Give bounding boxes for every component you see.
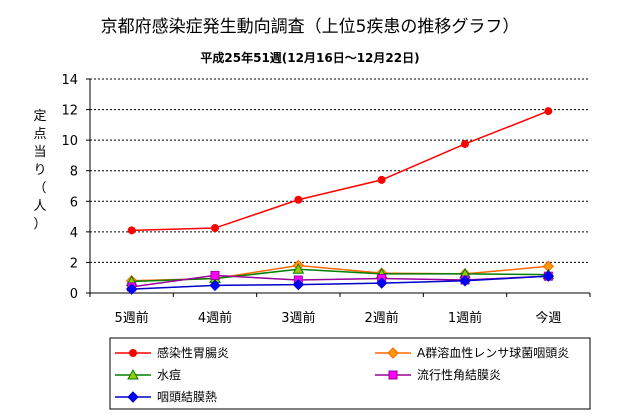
series-line [131, 275, 549, 290]
y-axis-label-char: り [33, 163, 46, 178]
series-1 [127, 107, 553, 235]
legend-box [109, 337, 591, 410]
legend-label: 流行性角結膜炎 [417, 368, 501, 382]
y-tick-label: 6 [70, 195, 78, 210]
y-tick-label: 10 [61, 134, 78, 149]
data-point [461, 139, 469, 148]
legend-marker [127, 368, 139, 380]
series-line [131, 110, 549, 232]
data-point [542, 270, 555, 282]
y-axis-label-char: ） [33, 217, 46, 232]
x-tick-label: 2週前 [365, 310, 399, 326]
y-tick-label: 4 [70, 226, 78, 241]
legend-marker [388, 370, 398, 380]
data-point [375, 277, 388, 289]
x-tick-label: 5週前 [115, 310, 149, 326]
y-axis-label-char: 定 [33, 109, 46, 124]
data-point [127, 226, 136, 235]
data-point [209, 279, 221, 292]
data-point [210, 270, 220, 280]
legend-item: 水痘 [115, 367, 181, 382]
data-point [294, 195, 303, 204]
data-point [292, 263, 305, 274]
y-axis-label-char: 人 [33, 199, 46, 214]
axes [86, 78, 591, 297]
x-tick-labels: 5週前 4週前 3週前 2週前 1週前 今週 [115, 310, 562, 326]
y-tick-label: 8 [70, 165, 78, 180]
legend-label: 咽頭結膜熱 [157, 390, 217, 404]
series-lines [125, 107, 555, 295]
y-axis-label-char: 当 [33, 145, 46, 160]
y-tick-label: 12 [61, 104, 78, 119]
series-5 [125, 270, 555, 295]
gridlines [90, 78, 590, 263]
y-tick-label: 14 [61, 73, 78, 88]
series-line [131, 268, 549, 283]
series-2 [125, 259, 555, 287]
chart-title: 京都府感染症発生動向調査（上位5疾患の推移グラフ） [101, 17, 520, 37]
y-tick-labels: 0 2 4 6 8 10 12 14 [61, 73, 78, 302]
legend-item: A群溶血性レンサ球菌咽頭炎 [375, 345, 569, 360]
data-point [292, 278, 305, 291]
y-tick-label: 0 [70, 287, 78, 302]
series-line [131, 274, 549, 288]
x-tick-label: 今週 [535, 310, 561, 326]
legend-marker [387, 347, 399, 359]
data-point [459, 275, 471, 287]
data-point [377, 175, 386, 184]
data-point [211, 224, 219, 233]
legend-label: 水痘 [157, 367, 181, 382]
data-point [544, 107, 553, 116]
y-axis-label-char: 点 [33, 127, 46, 142]
legend-item: 流行性角結膜炎 [375, 368, 501, 382]
series-3 [125, 263, 555, 287]
chart-subtitle: 平成25年51週(12月16日～12月22日) [200, 50, 419, 65]
legend-marker [127, 391, 139, 403]
x-tick-label: 3週前 [281, 310, 315, 326]
legend-marker [129, 349, 137, 357]
data-point [125, 283, 138, 295]
x-tick-label: 1週前 [448, 310, 482, 326]
x-tick-label: 4週前 [198, 310, 232, 326]
legend-label: 感染性胃腸炎 [157, 345, 229, 360]
y-axis-label-char: （ [33, 181, 46, 196]
legend-item: 咽頭結膜熱 [115, 390, 217, 404]
legend-item: 感染性胃腸炎 [115, 345, 229, 360]
legend-label: A群溶血性レンサ球菌咽頭炎 [417, 345, 569, 360]
y-tick-label: 2 [70, 256, 78, 271]
